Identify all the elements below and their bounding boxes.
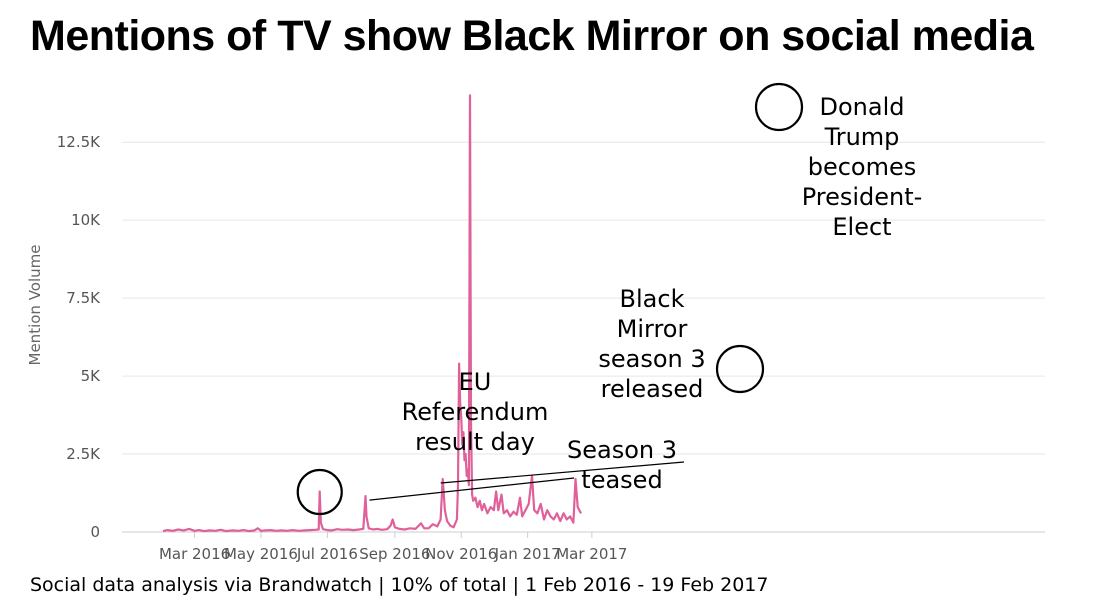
annotation-label: Trump	[824, 123, 900, 151]
series-line-mentions	[162, 94, 582, 533]
annotation-label: teased	[581, 466, 662, 494]
annotation-label: season 3	[598, 345, 705, 373]
x-tick-label: Jul 2016	[296, 545, 358, 563]
y-axis-label: Mention Volume	[26, 245, 44, 366]
y-tick-label: 10K	[71, 211, 101, 229]
y-tick-label: 2.5K	[66, 445, 101, 463]
y-axis: 0 2.5K 5K 7.5K 10K 12.5K	[57, 133, 101, 541]
x-tick-label: Mar 2017	[556, 545, 627, 563]
x-tick-label: Mar 2016	[159, 545, 230, 563]
x-tick-label: Nov 2016	[425, 545, 497, 563]
annotation-label: released	[601, 375, 704, 403]
x-tick-label: Sep 2016	[359, 545, 430, 563]
x-tick-label: May 2016	[224, 545, 298, 563]
annotation-circle	[754, 82, 804, 132]
y-tick-label: 12.5K	[57, 133, 101, 151]
grid-lines	[122, 141, 1045, 455]
x-tick-label: Jan 2017	[494, 545, 561, 563]
y-tick-label: 7.5K	[66, 289, 101, 307]
annotation-label: result day	[415, 428, 535, 456]
annotation-label: Mirror	[617, 315, 688, 343]
annotation-pointer	[369, 477, 575, 501]
annotation-label: becomes	[808, 153, 917, 181]
annotation-label: Black	[620, 285, 685, 313]
annotation-label: Donald	[820, 93, 905, 121]
annotation-pointer	[440, 461, 685, 484]
annotation-label: Referendum	[402, 398, 549, 426]
annotation-circle	[296, 468, 343, 516]
annotation-circle	[715, 344, 765, 394]
y-tick-label: 0	[90, 523, 100, 541]
annotation-label: Elect	[832, 213, 891, 241]
plot-area	[162, 94, 582, 533]
chart-title: Mentions of TV show Black Mirror on soci…	[30, 12, 1034, 60]
annotation-label: Season 3	[567, 436, 677, 464]
annotation-label: President-	[802, 183, 923, 211]
annotation-label: EU	[459, 368, 492, 396]
footer-source-note: Social data analysis via Brandwatch | 10…	[30, 574, 769, 596]
y-tick-label: 5K	[81, 367, 102, 385]
